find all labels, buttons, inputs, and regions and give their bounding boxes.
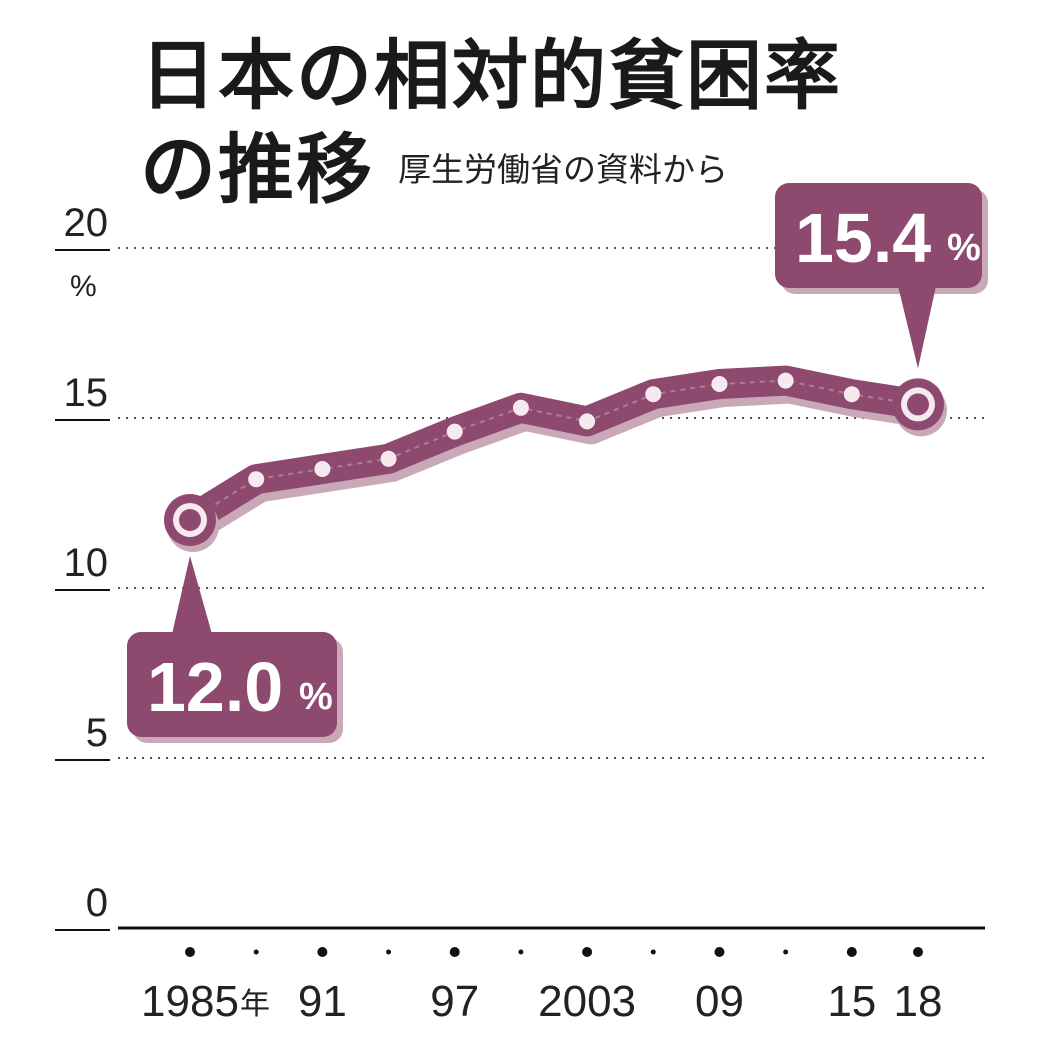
grid-layer xyxy=(118,247,985,930)
x-tick-dot-2009 xyxy=(714,947,725,957)
point-ring-core-2018 xyxy=(907,393,929,416)
x-tick-dot-1994 xyxy=(386,949,392,955)
y-tick-label-10: 10 xyxy=(64,541,109,585)
callout-start: 12.0% xyxy=(127,556,343,743)
x-tick-dot-2018 xyxy=(913,947,923,957)
callout-end-tail xyxy=(898,286,936,369)
callout-end: 15.4% xyxy=(775,183,988,369)
y-tick-label-0: 0 xyxy=(86,881,108,925)
point-2012 xyxy=(777,372,794,389)
callouts: 12.0 %15.4% xyxy=(127,183,988,743)
chart-title-line1: 日本の相対的貧困率 xyxy=(140,31,842,120)
series-line xyxy=(175,365,937,543)
chart-title-line2: の推移 xyxy=(140,125,374,214)
x-tick-label-1985: 1985 xyxy=(141,977,239,1026)
callout-end-unit: % xyxy=(947,227,981,269)
callout-start-unit: % xyxy=(299,676,333,718)
callout-end-value: 15.4 xyxy=(795,199,931,277)
x-tick-dot-2000 xyxy=(518,949,524,955)
point-1991 xyxy=(314,461,331,477)
point-2015 xyxy=(843,386,860,403)
x-tick-dot-1997 xyxy=(449,947,460,957)
point-2003 xyxy=(579,413,596,430)
x-tick-dot-2003 xyxy=(582,947,593,957)
series-points xyxy=(164,372,947,552)
chart-source: 厚生労働省の資料から xyxy=(398,150,728,189)
point-1994 xyxy=(380,450,397,467)
x-tick-label-2015: 15 xyxy=(827,977,876,1026)
point-2009 xyxy=(711,376,728,392)
x-tick-label-1991: 91 xyxy=(298,977,347,1026)
callout-start-tail xyxy=(172,556,212,634)
y-tick-label-20: 20 xyxy=(64,201,109,245)
x-tick-label-2003: 2003 xyxy=(538,977,636,1026)
y-axis: 0 5 10 15 20% xyxy=(55,201,110,931)
x-tick-dot-1988 xyxy=(253,949,259,955)
series-line-stitch xyxy=(189,379,919,521)
point-2006 xyxy=(645,386,662,403)
x-tick-dot-1991 xyxy=(317,947,328,957)
point-2000 xyxy=(512,399,529,416)
x-tick-label-2018: 18 xyxy=(894,977,943,1026)
x-axis: 1985 年 91 97 2003 09 15 18 xyxy=(141,947,942,1026)
x-tick-dot-2015 xyxy=(846,947,857,957)
point-1997 xyxy=(446,423,463,440)
x-tick-dot-2012 xyxy=(783,949,789,955)
point-ring-core-1985 xyxy=(179,509,201,531)
x-tick-label-2009: 09 xyxy=(695,977,744,1026)
x-tick-dot-1985 xyxy=(185,947,195,957)
y-tick-label-15: 15 xyxy=(64,371,109,415)
x-unit-suffix: 年 xyxy=(240,988,270,1021)
y-tick-label-5: 5 xyxy=(86,711,108,755)
x-tick-label-1997: 97 xyxy=(430,977,479,1026)
callout-start-value: 12.0 xyxy=(147,648,283,726)
callout-end-box xyxy=(775,183,982,288)
callout-start-box xyxy=(127,632,337,737)
y-unit-label: % xyxy=(70,270,97,303)
point-1988 xyxy=(248,471,265,488)
x-tick-dot-2006 xyxy=(650,949,656,955)
